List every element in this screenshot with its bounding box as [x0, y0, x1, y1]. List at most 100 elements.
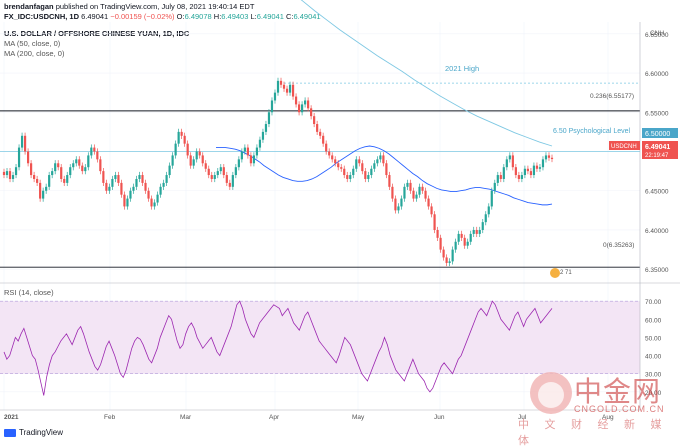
candle [300, 101, 304, 116]
candle-body [93, 147, 96, 152]
horizontal-levels [0, 82, 640, 268]
candle [216, 167, 219, 179]
candle [391, 183, 394, 202]
psych-level-tag-text: 6.50000 [645, 131, 670, 138]
tradingview-logo[interactable]: TradingView [4, 428, 63, 437]
candle-body [550, 157, 554, 160]
candle [222, 164, 225, 179]
candle-body [307, 100, 310, 109]
candle-body [376, 159, 379, 164]
candle [42, 187, 45, 202]
candle [87, 152, 90, 171]
candle [75, 156, 78, 167]
currency-label: CNH [650, 30, 664, 37]
candle [343, 165, 346, 179]
candle [469, 230, 472, 245]
candle-body [264, 124, 268, 132]
candle [322, 132, 325, 147]
candle-body [442, 249, 445, 258]
candle [267, 109, 271, 128]
rsi-tick-label: 20.00 [645, 390, 662, 397]
candle [78, 156, 81, 169]
candle [150, 195, 153, 210]
candle [502, 164, 505, 183]
candle [439, 234, 442, 253]
candle-body [120, 182, 123, 195]
candle [20, 132, 24, 151]
candle-body [388, 175, 391, 187]
candle-body [168, 165, 171, 176]
publisher-line: brendanfagan published on TradingView.co… [4, 2, 254, 11]
candle [409, 179, 412, 194]
candle [213, 171, 216, 183]
candle [370, 165, 373, 179]
candle-body [162, 182, 165, 187]
candle-body [14, 167, 18, 176]
candle [427, 195, 430, 210]
candle-body [135, 178, 138, 187]
candle [457, 230, 460, 245]
candle-body [481, 222, 484, 230]
candle [448, 258, 451, 267]
candle-body [547, 155, 551, 158]
candle [17, 144, 21, 171]
candle [499, 171, 502, 183]
watermark-url: CNGOLD.COM.CN [574, 404, 665, 414]
candle [454, 238, 457, 253]
candle-body [463, 237, 466, 246]
candle-body [490, 190, 493, 207]
candle-body [141, 175, 144, 183]
candle [120, 179, 123, 198]
candle-body [355, 159, 358, 169]
watermark-text: 中金网 [574, 375, 662, 408]
candle-body [291, 84, 295, 97]
candle [72, 160, 75, 171]
event-badge-icon[interactable] [550, 268, 560, 278]
candle [231, 171, 234, 190]
low-value: 6.49041 [256, 12, 284, 21]
candle-body [529, 171, 533, 176]
candle [433, 211, 436, 234]
candle [303, 97, 307, 108]
candle-body [102, 171, 105, 183]
candle-body [96, 151, 99, 160]
candle [337, 160, 340, 171]
candle [493, 179, 496, 194]
candle-body [397, 206, 400, 211]
candle-body [282, 84, 286, 89]
candles [2, 77, 554, 267]
candle [490, 187, 493, 210]
candle [460, 230, 463, 241]
candle [132, 183, 135, 194]
candle [442, 246, 445, 261]
candle-body [436, 229, 439, 238]
candle-body [177, 131, 180, 144]
candle-body [78, 159, 81, 166]
candle-body [334, 159, 337, 164]
x-tick-label: Jun [434, 414, 445, 421]
candle-body [195, 151, 198, 160]
candle-body [300, 104, 304, 113]
candle [189, 152, 192, 169]
candle [66, 171, 69, 187]
candle [210, 171, 213, 183]
candle [451, 246, 454, 265]
candle [48, 171, 51, 190]
candle-body [84, 167, 87, 172]
candle [14, 164, 18, 179]
candle [240, 148, 243, 163]
candle-body [505, 159, 508, 168]
watermark-sub: 中 文 财 经 新 媒 体 [518, 418, 668, 447]
candle [261, 128, 265, 143]
candle [505, 156, 508, 171]
ma200-legend: MA (200, close, 0) [4, 49, 65, 58]
candle [297, 101, 301, 116]
candle [228, 179, 231, 190]
candle-body [337, 163, 340, 168]
candle-body [156, 194, 159, 203]
candle-body [186, 143, 189, 156]
candle-body [51, 171, 54, 176]
candle-body [340, 167, 343, 169]
candle [508, 152, 511, 163]
candle-body [379, 155, 382, 160]
